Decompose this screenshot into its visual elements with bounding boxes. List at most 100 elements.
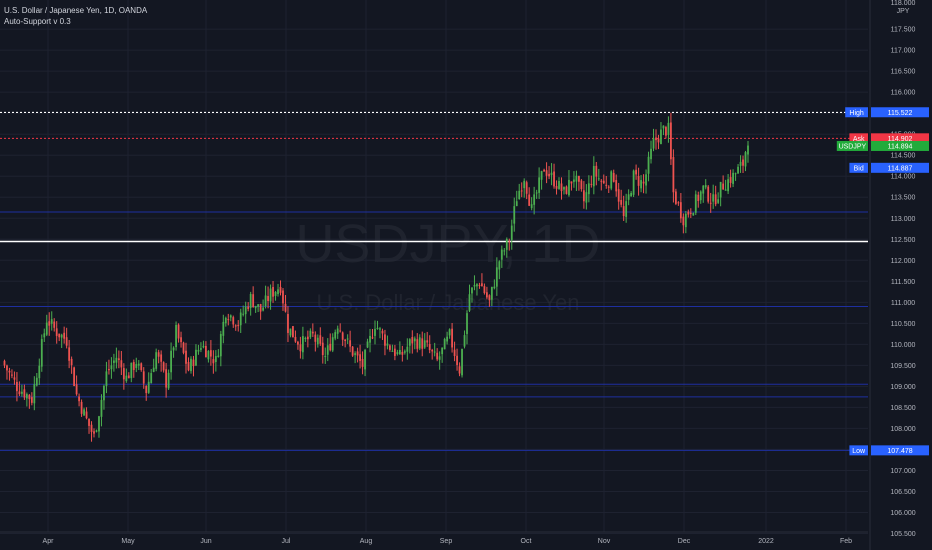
candle-body: [244, 306, 247, 315]
candle-body: [11, 374, 13, 376]
candle-body: [381, 330, 384, 334]
candle-body: [20, 391, 23, 394]
tag-name: High: [849, 110, 864, 117]
candle-body: [493, 286, 496, 289]
candle-body: [374, 328, 376, 336]
candle-body: [436, 352, 439, 360]
candle-body: [510, 225, 513, 240]
candle-body: [734, 173, 737, 175]
candle-body: [662, 125, 665, 129]
candle-body: [200, 348, 202, 350]
candle-body: [732, 172, 734, 184]
candle-body: [53, 321, 56, 328]
indicator-label[interactable]: Auto-Support v 0.3: [4, 17, 71, 26]
candle-body: [568, 179, 570, 196]
candle-body: [535, 192, 538, 194]
candle-body: [80, 401, 83, 414]
candle-body: [167, 372, 170, 389]
x-tick-label: May: [121, 538, 135, 545]
candle-body: [461, 348, 463, 376]
tag-value-bg: [871, 133, 929, 144]
candle-body: [456, 355, 458, 365]
candle-body: [403, 351, 406, 353]
candle-body: [214, 356, 217, 362]
candle-body: [38, 365, 41, 379]
candle-body: [224, 317, 227, 324]
candle-body: [650, 148, 652, 160]
candle-body: [413, 338, 416, 342]
symbol-title[interactable]: U.S. Dollar / Japanese Yen, 1D, OANDA: [4, 6, 148, 15]
candle-body: [23, 389, 26, 398]
tag-name-bg: [845, 107, 868, 118]
candle-body: [655, 137, 657, 141]
candle-body: [737, 166, 739, 174]
y-tick-label: 108.500: [890, 405, 915, 412]
x-tick-label: 2022: [758, 538, 774, 545]
candle-body: [145, 385, 148, 394]
candle-body: [540, 171, 543, 180]
candle-body: [401, 351, 404, 355]
candle-body: [724, 189, 727, 191]
candle-body: [190, 358, 192, 372]
candle-body: [329, 343, 332, 351]
candle-body: [259, 304, 262, 312]
candle-body: [334, 332, 337, 339]
candle-body: [301, 336, 304, 353]
candle-body: [257, 304, 260, 307]
candle-body: [130, 362, 133, 379]
tag-name-bg: [849, 162, 868, 173]
candle-body: [339, 330, 342, 332]
candle-body: [232, 317, 235, 325]
candle-body: [630, 192, 633, 197]
y-tick-label: 113.000: [891, 216, 916, 223]
candle-body: [702, 185, 705, 194]
y-tick-label: 116.500: [891, 69, 916, 76]
candle-body: [35, 377, 38, 386]
candle-body: [282, 290, 284, 304]
candle-body: [543, 169, 545, 172]
y-axis[interactable]: 105.500106.000106.500107.000107.500108.0…: [869, 0, 932, 550]
candle-body: [739, 161, 742, 166]
candle-body: [545, 170, 548, 176]
price-tags: High 115.522 Ask 114.902 USDJPY 114.894 Bid 114…: [836, 107, 929, 456]
candle-body: [28, 394, 31, 400]
candle-body: [205, 345, 207, 358]
candle-body: [448, 329, 451, 336]
axis-currency: JPY: [897, 8, 910, 15]
candle-body: [105, 371, 108, 386]
candle-body: [3, 360, 6, 366]
candle-body: [90, 424, 93, 432]
candle-body: [687, 211, 690, 215]
candle-body: [376, 327, 379, 329]
candle-body: [341, 332, 344, 340]
candle-body: [18, 391, 21, 395]
candle-body: [309, 330, 312, 338]
y-tick-label: 112.500: [891, 237, 916, 244]
candle-body: [423, 340, 426, 348]
candle-body: [587, 183, 590, 195]
candle-body: [369, 335, 371, 343]
candle-body: [418, 337, 421, 349]
candle-body: [175, 324, 177, 348]
candle-body: [50, 319, 53, 324]
candle-body: [500, 249, 503, 260]
y-tick-label: 109.500: [890, 363, 915, 370]
candle-body: [610, 171, 613, 189]
candle-body: [607, 186, 610, 188]
candle-body: [538, 177, 541, 193]
y-tick-label: 111.000: [891, 300, 915, 307]
candle-body: [346, 338, 349, 340]
candle-body: [550, 172, 553, 176]
candle-body: [359, 354, 361, 361]
tag-value-bg: [871, 162, 929, 173]
candle-body: [570, 181, 573, 184]
candle-body: [45, 322, 48, 335]
candle-body: [170, 350, 172, 373]
candle-body: [85, 411, 88, 419]
candle-body: [207, 350, 210, 360]
candle-body: [744, 152, 747, 167]
candle-body: [446, 336, 449, 342]
x-tick-label: Dec: [678, 538, 691, 545]
candle-body: [98, 416, 100, 432]
